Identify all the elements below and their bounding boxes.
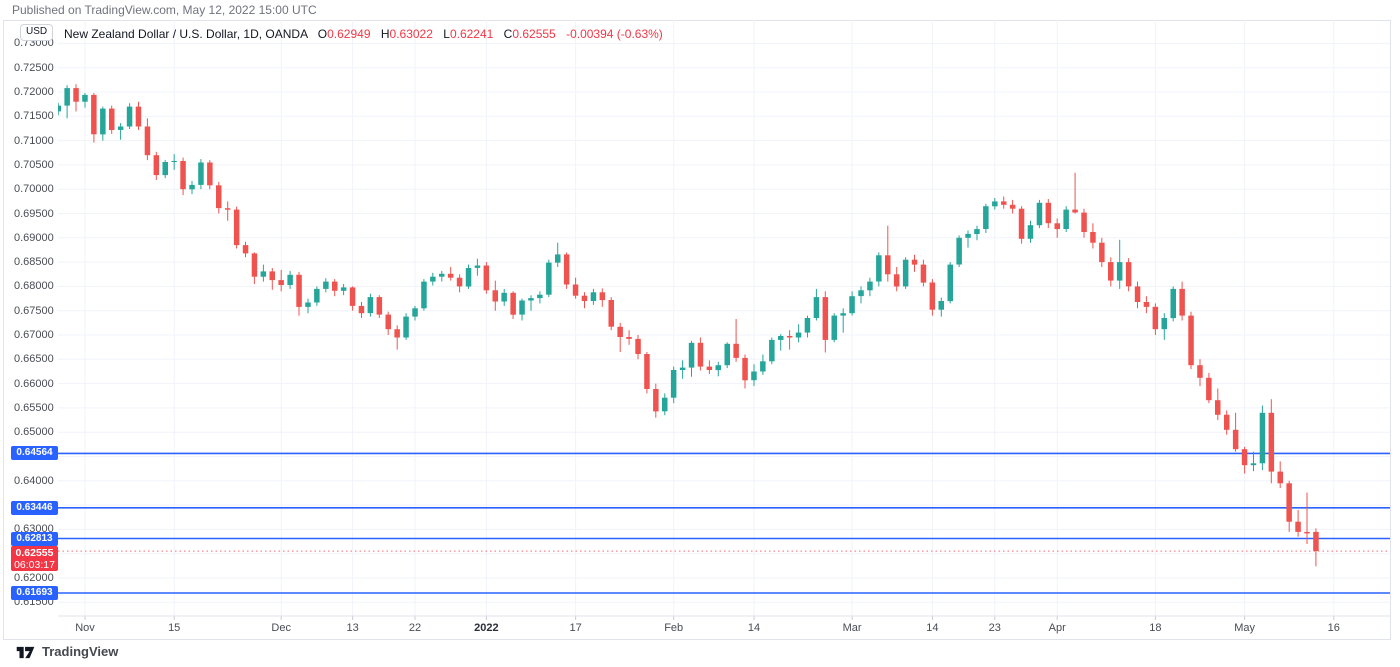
low-value: 0.62241 (449, 27, 494, 41)
current-price-value: 0.62555 (15, 546, 54, 559)
change-value: -0.00394 (-0.63%) (566, 27, 663, 41)
published-text: Published on TradingView.com, May 12, 20… (12, 3, 317, 17)
close-value: 0.62555 (512, 27, 556, 41)
high-label: H (380, 27, 390, 41)
price-line-label[interactable]: 0.62813 (11, 531, 58, 546)
currency-unit-button[interactable]: USD (20, 24, 54, 41)
low-label: L (443, 27, 450, 41)
open-label: O (317, 27, 328, 41)
chart-legend: New Zealand Dollar / U.S. Dollar, 1D, OA… (64, 27, 663, 41)
footer: TradingView (0, 641, 1400, 667)
symbol-title: New Zealand Dollar / U.S. Dollar, 1D, OA… (64, 27, 308, 41)
current-price-label[interactable]: 0.62555 06:03:17 (11, 545, 58, 571)
high-value: 0.63022 (389, 27, 433, 41)
open-value: 0.62949 (327, 27, 371, 41)
chart-frame (3, 20, 1391, 640)
countdown-timer: 06:03:17 (14, 558, 55, 571)
published-bar: Published on TradingView.com, May 12, 20… (0, 0, 1400, 20)
close-label: C (503, 27, 513, 41)
price-line-label[interactable]: 0.63446 (11, 500, 58, 515)
tradingview-brand: TradingView (42, 644, 119, 659)
price-line-label[interactable]: 0.61693 (11, 586, 58, 600)
tradingview-logo-icon[interactable] (16, 646, 36, 659)
price-line-label[interactable]: 0.64564 (11, 446, 58, 461)
